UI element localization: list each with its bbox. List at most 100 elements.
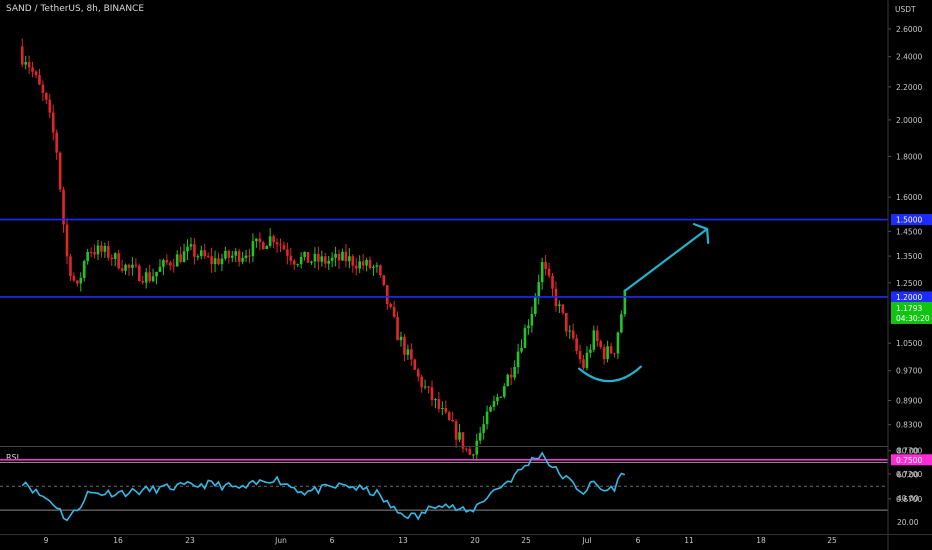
candle [144,268,148,289]
price-pane[interactable] [20,38,627,461]
candle [182,243,186,263]
horizontal-levels [0,218,888,461]
price-tick-label: 2.6000 [896,25,922,34]
candle [520,339,523,354]
price-axis: 2.6000 2.4000 2.2000 2.0000 1.8000 1.6000 1.45… [888,25,932,527]
candle [475,433,479,461]
price-tick-label: 2.0000 [896,116,922,125]
candle [547,263,551,279]
candle [38,68,41,86]
rsi-pane[interactable] [0,451,888,522]
candle [416,367,420,382]
candle [430,380,434,406]
candle [282,241,286,250]
candle [592,325,596,353]
time-tick-label: 20 [470,536,480,545]
rsi-line [21,451,626,522]
candle [392,300,396,319]
time-tick-label: Jul [581,536,591,545]
candle [320,250,324,267]
last-price-value: 1.1793 [896,304,922,313]
candle [162,258,165,276]
target-arrow [623,222,710,293]
candle [344,244,348,268]
candle [206,252,210,258]
candle [227,249,231,264]
candle [441,401,444,416]
candle [45,91,48,105]
candle [434,398,437,409]
candle [544,255,547,276]
candle [365,257,368,272]
candle [503,383,506,399]
candle [313,247,317,269]
price-tick-label: 1.8000 [896,152,922,161]
candle [589,344,592,358]
candle [220,253,224,271]
chart-title: SAND / TetherUS, 8h, BINANCE [6,4,145,14]
candle [609,342,613,355]
candle [530,306,534,333]
candle [358,255,361,274]
price-tick-label: 1.6000 [896,193,922,202]
candle [224,246,227,261]
price-tick-label: 0.6700 [896,495,922,504]
currency-label: USDT [895,5,916,14]
candle [602,344,606,365]
candle [348,248,351,269]
rounded-bottom-arc [578,365,642,383]
candle [327,255,330,270]
candle [447,410,451,422]
candle [48,93,52,119]
candle [27,55,31,75]
candle [244,249,248,262]
candle [620,310,623,334]
candle [454,419,458,448]
candle [599,339,603,349]
svg-text:1.5000: 1.5000 [896,216,922,225]
price-tick-label: 1.4500 [896,227,922,236]
candle [513,360,516,381]
candle [261,240,265,250]
time-tick-label: 18 [756,536,766,545]
level-price-badge: 1.2000 [891,291,932,303]
candle [303,251,306,261]
candle [310,260,313,265]
candle [337,249,341,269]
time-tick-label: 6 [636,536,641,545]
candle [382,275,386,287]
candle [248,248,251,264]
candle [58,151,62,193]
candle [613,352,616,358]
candle [292,258,296,270]
time-tick-label: 11 [684,536,694,545]
candle [241,251,244,265]
candle [113,252,117,267]
candle [368,256,372,270]
candle [451,411,454,422]
price-tick-label: 0.9700 [896,367,922,376]
candle [578,344,582,364]
candle [437,391,441,413]
time-tick-label: 16 [113,536,123,545]
candle [561,304,565,315]
candle [110,254,114,267]
candle [616,331,620,360]
candle [158,258,162,273]
candle [230,250,234,263]
annotations [578,222,710,383]
candle [396,311,399,341]
candle [134,258,138,269]
rsi-tick-label: 20.00 [897,518,919,527]
candle [306,251,310,263]
candle [151,268,155,283]
candle [410,343,413,366]
time-tick-label: 6 [330,536,335,545]
candle [413,358,417,371]
candle [199,245,203,260]
candle [93,244,96,259]
candle [41,80,45,102]
candle [62,187,65,233]
